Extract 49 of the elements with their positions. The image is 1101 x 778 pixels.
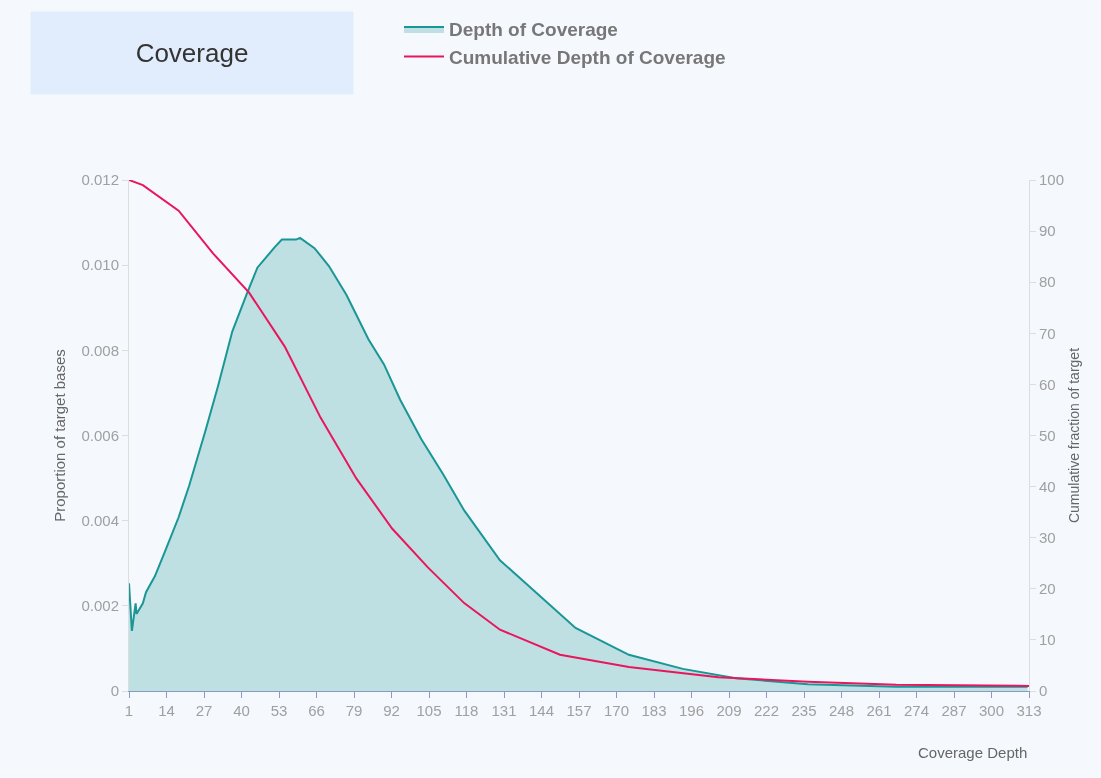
x-tick-label: 79 bbox=[345, 702, 363, 719]
x-tick-label: 131 bbox=[491, 702, 517, 719]
y-tick-label: 0.004 bbox=[81, 511, 119, 529]
y2-tick-label: 0 bbox=[1039, 682, 1048, 700]
y2-tick-label: 50 bbox=[1039, 426, 1056, 444]
y2-tick-label: 60 bbox=[1039, 375, 1056, 393]
x-tick-label: 300 bbox=[978, 702, 1005, 719]
legend-label: Cumulative Depth of Coverage bbox=[449, 47, 726, 68]
x-tick-label: 157 bbox=[566, 702, 592, 719]
legend-label: Depth of Coverage bbox=[449, 19, 618, 41]
x-tick-label: 92 bbox=[383, 702, 400, 719]
y2-tick-label: 100 bbox=[1039, 171, 1065, 189]
chart-title: Coverage bbox=[135, 38, 249, 68]
x-tick-label: 105 bbox=[416, 702, 442, 719]
y2-tick-label: 10 bbox=[1039, 631, 1056, 649]
y-tick-label: 0.002 bbox=[81, 597, 119, 615]
y2-tick-label: 90 bbox=[1039, 222, 1056, 240]
x-tick-label: 183 bbox=[641, 702, 667, 719]
y-tick-label: 0.006 bbox=[81, 426, 119, 444]
x-tick-label: 287 bbox=[941, 702, 967, 719]
y-axis-title: Proportion of target bases bbox=[50, 349, 68, 522]
x-tick-label: 27 bbox=[195, 702, 213, 719]
x-tick-label: 222 bbox=[753, 702, 780, 719]
y2-tick-label: 30 bbox=[1039, 528, 1056, 546]
y-tick-label: 0.010 bbox=[81, 256, 119, 274]
y-tick-label: 0.012 bbox=[81, 171, 119, 189]
x-tick-label: 40 bbox=[233, 702, 250, 719]
x-tick-label: 14 bbox=[158, 702, 175, 719]
x-tick-label: 1 bbox=[124, 702, 134, 719]
y-tick-label: 0 bbox=[110, 682, 119, 700]
x-tick-label: 53 bbox=[270, 702, 288, 719]
y2-tick-label: 70 bbox=[1039, 324, 1056, 342]
x-tick-label: 274 bbox=[903, 702, 930, 719]
x-tick-label: 235 bbox=[791, 702, 817, 719]
x-tick-label: 248 bbox=[828, 702, 855, 719]
y2-tick-label: 80 bbox=[1039, 273, 1056, 291]
x-tick-label: 170 bbox=[603, 702, 630, 719]
y2-axis-title: Cumulative fraction of target bbox=[1066, 347, 1083, 524]
x-tick-label: 66 bbox=[308, 702, 325, 719]
y2-tick-label: 20 bbox=[1039, 580, 1056, 598]
y2-tick-label: 40 bbox=[1039, 477, 1056, 495]
x-tick-label: 196 bbox=[678, 702, 705, 719]
x-tick-label: 313 bbox=[1016, 702, 1042, 719]
x-tick-label: 261 bbox=[866, 702, 892, 719]
x-tick-label: 144 bbox=[528, 702, 555, 719]
x-axis-title: Coverage Depth bbox=[918, 744, 1028, 761]
x-tick-label: 209 bbox=[716, 702, 742, 719]
y-tick-label: 0.008 bbox=[81, 341, 119, 359]
x-tick-label: 118 bbox=[454, 702, 479, 719]
